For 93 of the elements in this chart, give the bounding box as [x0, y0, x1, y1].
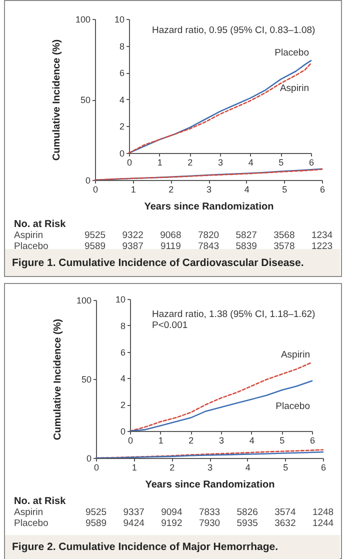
x-tick-label: 5	[282, 184, 288, 194]
x-tick-label: 5	[280, 436, 285, 446]
y-tick-label: 8	[120, 320, 126, 331]
text: 9068	[160, 230, 182, 241]
text: 9119	[160, 241, 181, 252]
y-tick-label: 0	[119, 148, 124, 158]
text: 3568	[274, 230, 295, 241]
x-tick-label: 4	[249, 436, 254, 446]
x-tick-label: 6	[320, 462, 326, 472]
y-axis-title: Cumulative Incidence (%)	[52, 318, 64, 440]
x-tick-label: 6	[320, 184, 326, 194]
text: 9525	[85, 507, 107, 518]
y-tick-label: 50	[80, 95, 90, 105]
text: Placebo	[14, 241, 48, 252]
x-tick-label: 2	[188, 158, 193, 168]
text: 7930	[198, 518, 220, 529]
y-tick-label: 4	[120, 374, 126, 384]
y-axis-title: Cumulative Incidence (%)	[51, 39, 62, 161]
text: Figure 1. Cumulative Incidence of Cardiovascular Disease.	[12, 256, 304, 268]
series-label: Placebo	[274, 48, 309, 59]
x-tick-label: 0	[94, 462, 100, 472]
text: 9094	[161, 507, 182, 518]
text: 3632	[274, 518, 296, 529]
text: No. at Risk	[14, 496, 66, 507]
x-tick-label: 2	[170, 462, 175, 472]
text: 3574	[274, 507, 296, 518]
text: Aspirin	[14, 507, 44, 518]
text: 7843	[198, 241, 220, 252]
text: 3578	[274, 241, 295, 252]
x-tick-label: 1	[132, 462, 137, 472]
text: 9589	[85, 518, 107, 529]
x-tick-label: 6	[310, 436, 316, 446]
x-tick-label: 3	[207, 462, 213, 472]
y-tick-label: 50	[81, 374, 92, 384]
text: 1248	[312, 507, 334, 518]
y-tick-label: 6	[120, 347, 126, 358]
y-tick-label: 100	[75, 14, 90, 24]
x-tick-label: 5	[278, 158, 284, 168]
x-axis-title: Years since Randomization	[145, 480, 275, 490]
x-tick-label: 0	[126, 158, 132, 168]
y-tick-label: 10	[115, 294, 126, 304]
text: 5839	[236, 241, 257, 252]
y-tick-label: 6	[119, 68, 124, 78]
text: 1244	[312, 518, 334, 529]
x-tick-label: 0	[128, 436, 134, 446]
x-tick-label: 4	[245, 462, 250, 472]
y-tick-label: 0	[85, 176, 90, 186]
text: 1234	[311, 230, 333, 241]
text: 7820	[198, 230, 220, 241]
x-tick-label: 5	[283, 462, 288, 472]
text: 1223	[311, 241, 333, 252]
text: 5935	[236, 518, 258, 529]
text: 5827	[236, 230, 257, 241]
x-tick-label: 4	[244, 184, 250, 194]
x-tick-label: 4	[248, 158, 254, 168]
x-tick-label: 6	[308, 158, 314, 168]
text: No. at Risk	[14, 219, 66, 230]
y-tick-label: 0	[120, 426, 126, 436]
x-tick-label: 2	[168, 184, 174, 194]
x-tick-label: 0	[92, 184, 98, 194]
y-tick-label: 100	[76, 296, 92, 306]
x-axis-title: Years since Randomization	[144, 202, 274, 212]
text: 7833	[198, 507, 220, 518]
y-tick-label: 8	[119, 41, 124, 52]
annotation: Hazard ratio, 1.38 (95% CI, 1.18–1.62)	[152, 309, 316, 320]
text: Figure 2. Cumulative Incidence of Major Hemorrhage.	[5, 535, 340, 559]
x-tick-label: 3	[218, 436, 224, 446]
text: 9424	[123, 518, 144, 529]
text: Aspirin	[14, 230, 44, 241]
text: 9525	[84, 230, 106, 241]
y-tick-label: 2	[120, 400, 126, 410]
text: 9192	[161, 518, 182, 529]
text: Placebo	[14, 518, 48, 529]
y-tick-label: 4	[119, 94, 124, 105]
y-tick-label: 10	[114, 14, 124, 24]
annotation: Hazard ratio, 0.95 (95% CI, 0.83–1.08)	[152, 25, 316, 36]
text: 9322	[122, 230, 144, 241]
text: 5826	[236, 507, 258, 518]
y-tick-label: 2	[119, 122, 124, 132]
x-tick-label: 3	[206, 184, 212, 194]
series-label: Aspirin	[280, 349, 310, 360]
x-tick-label: 3	[218, 158, 224, 168]
series-label: Aspirin	[280, 83, 309, 94]
x-tick-label: 1	[158, 436, 164, 446]
text: 9387	[122, 241, 144, 252]
text: 9589	[84, 241, 106, 252]
y-tick-label: 0	[86, 454, 92, 464]
x-tick-label: 1	[130, 184, 136, 194]
annotation: P<0.001	[152, 320, 188, 331]
text: 9337	[123, 507, 144, 518]
x-tick-label: 2	[188, 436, 194, 446]
x-tick-label: 1	[157, 158, 162, 168]
series-label: Placebo	[276, 400, 310, 412]
